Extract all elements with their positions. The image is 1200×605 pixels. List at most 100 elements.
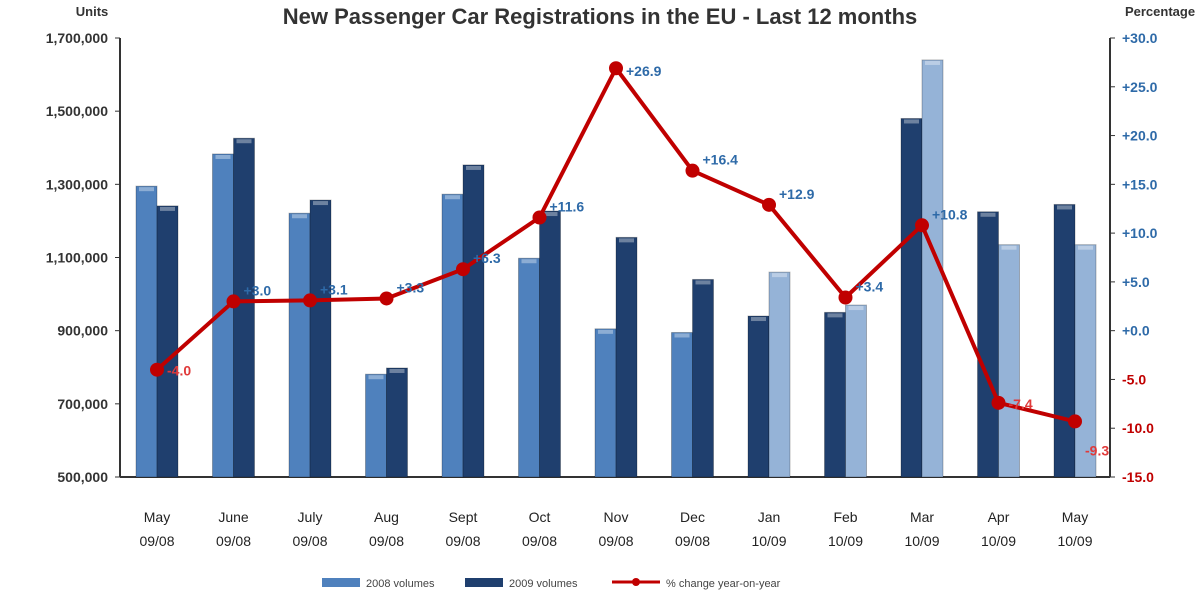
bar-first bbox=[288, 212, 311, 478]
bar-first bbox=[135, 185, 158, 478]
legend-swatch-marker bbox=[632, 578, 640, 586]
x-tick-label-period: 10/09 bbox=[981, 533, 1016, 549]
bar-highlight bbox=[521, 259, 537, 264]
bar-second bbox=[309, 199, 332, 478]
bar-second bbox=[921, 59, 944, 478]
bar-highlight bbox=[598, 329, 613, 334]
pct-change-label: -9.3 bbox=[1085, 442, 1109, 458]
pct-change-label: +3.3 bbox=[397, 279, 425, 295]
pct-change-label: -7.4 bbox=[1009, 396, 1033, 412]
x-tick-label-period: 09/08 bbox=[522, 533, 557, 549]
y-tick-label: 1,300,000 bbox=[46, 176, 108, 192]
y-tick-label: 1,100,000 bbox=[46, 250, 108, 266]
x-tick-label-month: July bbox=[298, 509, 323, 525]
bar-highlight bbox=[215, 154, 231, 159]
bar-first bbox=[1053, 203, 1076, 478]
bar-highlight bbox=[139, 187, 154, 192]
x-tick-label-period: 09/08 bbox=[445, 533, 480, 549]
y2-tick-label: +20.0 bbox=[1122, 128, 1158, 144]
bar-second bbox=[768, 271, 791, 478]
bar-second bbox=[998, 244, 1020, 478]
bar-highlight bbox=[827, 313, 843, 318]
legend-label-line: % change year-on-year bbox=[666, 578, 781, 590]
x-tick-label-period: 10/09 bbox=[828, 533, 863, 549]
y-tick-label: 900,000 bbox=[57, 323, 108, 339]
y-tick-label: 700,000 bbox=[57, 396, 108, 412]
bar-highlight bbox=[695, 280, 711, 285]
bar-second bbox=[539, 210, 561, 478]
y2-tick-label: +10.0 bbox=[1122, 225, 1158, 241]
x-tick-label-period: 09/08 bbox=[139, 533, 174, 549]
bar-first bbox=[747, 315, 770, 478]
pct-change-label: -4.0 bbox=[167, 363, 191, 379]
pct-change-label: +3.0 bbox=[244, 282, 272, 298]
y-tick-label: 1,700,000 bbox=[46, 30, 108, 46]
x-tick-label-month: Mar bbox=[910, 509, 934, 525]
pct-change-marker bbox=[532, 210, 547, 225]
bar-highlight bbox=[1001, 245, 1017, 250]
bar-highlight bbox=[445, 195, 460, 200]
bar-first bbox=[824, 311, 846, 478]
x-tick-label-month: May bbox=[144, 509, 170, 525]
y-tick-label: 500,000 bbox=[57, 469, 108, 485]
x-tick-label-period: 09/08 bbox=[292, 533, 327, 549]
bar-highlight bbox=[368, 375, 384, 380]
pct-change-marker bbox=[609, 61, 623, 76]
bar-first bbox=[518, 257, 540, 478]
x-tick-label-month: Feb bbox=[833, 509, 857, 525]
bar-highlight bbox=[674, 333, 690, 338]
bar-highlight bbox=[619, 238, 634, 243]
bar-first bbox=[594, 328, 617, 478]
x-tick-label-month: June bbox=[218, 509, 249, 525]
legend-swatch-2008 bbox=[322, 578, 360, 587]
bar-second bbox=[156, 205, 179, 478]
bar-highlight bbox=[848, 306, 864, 311]
pct-change-marker bbox=[226, 294, 241, 309]
pct-change-label: +12.9 bbox=[779, 186, 815, 202]
bar-second bbox=[845, 304, 867, 478]
pct-change-marker bbox=[150, 362, 164, 377]
chart-title: New Passenger Car Registrations in the E… bbox=[283, 4, 918, 29]
pct-change-marker bbox=[379, 291, 394, 306]
legend: 2008 volumes 2009 volumes % change year-… bbox=[322, 578, 781, 590]
bar-highlight bbox=[925, 60, 940, 65]
bar-highlight bbox=[751, 317, 766, 322]
y-axis-label: Units bbox=[76, 4, 109, 19]
x-tick-label-month: May bbox=[1062, 509, 1088, 525]
bar-first bbox=[900, 117, 923, 478]
y2-tick-label: +30.0 bbox=[1122, 30, 1158, 46]
x-tick-label-month: Oct bbox=[529, 509, 551, 525]
y2-tick-label: +15.0 bbox=[1122, 176, 1158, 192]
bar-highlight bbox=[904, 119, 919, 124]
pct-change-label: +3.1 bbox=[320, 281, 348, 297]
pct-change-label: +6.3 bbox=[473, 250, 501, 266]
y2-tick-label: +25.0 bbox=[1122, 79, 1158, 95]
bar-first bbox=[365, 373, 387, 478]
x-tick-label-period: 10/09 bbox=[1057, 533, 1092, 549]
x-tick-label-period: 09/08 bbox=[216, 533, 251, 549]
bar-highlight bbox=[980, 212, 996, 217]
pct-change-marker bbox=[915, 218, 929, 233]
bar-highlight bbox=[292, 214, 307, 219]
pct-change-marker bbox=[838, 290, 853, 305]
x-tick-label-month: Dec bbox=[680, 509, 705, 525]
bar-second bbox=[462, 164, 485, 478]
x-tick-label-month: Jan bbox=[758, 509, 781, 525]
bar-second bbox=[386, 367, 408, 478]
y2-tick-label: -5.0 bbox=[1122, 371, 1146, 387]
x-tick-label-period: 10/09 bbox=[751, 533, 786, 549]
x-tick-label-period: 09/08 bbox=[369, 533, 404, 549]
x-tick-label-period: 09/08 bbox=[675, 533, 710, 549]
pct-change-label: +11.6 bbox=[550, 199, 585, 215]
legend-swatch-2009 bbox=[465, 578, 503, 587]
pct-change-marker bbox=[762, 197, 776, 212]
y2-tick-label: +5.0 bbox=[1122, 274, 1150, 290]
bar-highlight bbox=[466, 165, 481, 170]
x-tick-label-period: 10/09 bbox=[904, 533, 939, 549]
y2-tick-label: -15.0 bbox=[1122, 469, 1154, 485]
y-tick-label: 1,500,000 bbox=[46, 103, 108, 119]
bar-highlight bbox=[1078, 245, 1093, 250]
x-tick-label-month: Apr bbox=[988, 509, 1010, 525]
bar-second bbox=[692, 278, 714, 478]
